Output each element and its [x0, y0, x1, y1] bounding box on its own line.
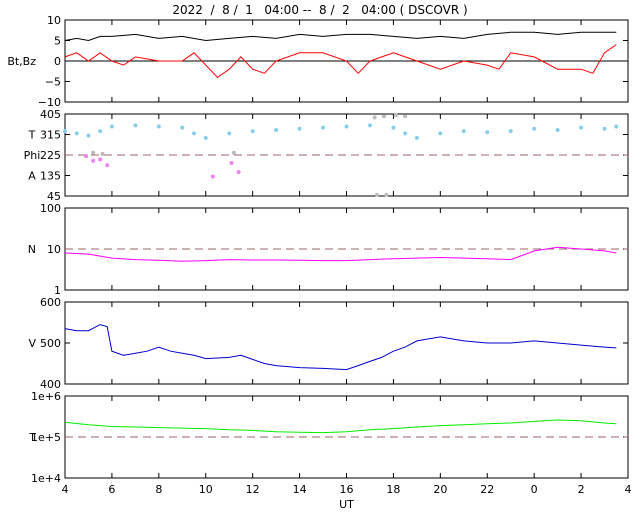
x-tick-label: 10 [199, 483, 213, 496]
y-axis-label: A [28, 170, 36, 183]
x-tick-label: 2 [578, 483, 585, 496]
y-tick-label: 400 [40, 378, 61, 391]
data-point [74, 131, 79, 136]
series-line-0 [64, 419, 617, 434]
x-tick-label: 4 [62, 483, 69, 496]
data-point [403, 114, 408, 119]
y-axis-label: T [28, 431, 36, 444]
x-tick-label: 16 [340, 483, 354, 496]
panel-density: 100 10 1 N [28, 202, 629, 297]
x-tick-label: 4 [625, 483, 632, 496]
y-tick-label: 1e+5 [31, 431, 61, 444]
data-point [109, 124, 114, 129]
y-tick-label: 100 [40, 202, 61, 215]
data-point [210, 174, 215, 179]
x-tick-label: 20 [433, 483, 447, 496]
data-point [485, 130, 490, 135]
y-axis-label: Bt,Bz [7, 55, 36, 68]
x-tick-label: 0 [531, 483, 538, 496]
data-point [374, 192, 379, 197]
data-point [532, 126, 537, 131]
y-axis-label: V [28, 337, 36, 350]
y-tick-label: 5 [54, 35, 61, 48]
panel-bt-bz: 10 5 0 −5 −10 Bt,Bz [7, 14, 629, 109]
y-tick-label: 1e+4 [31, 472, 61, 485]
data-point [98, 129, 103, 134]
data-point [414, 135, 419, 140]
y-axis-label: Phi [24, 149, 41, 162]
y-tick-label: −5 [45, 76, 61, 89]
y-tick-label: −10 [38, 96, 61, 109]
y-tick-label: 135 [40, 170, 61, 183]
data-point [156, 124, 161, 129]
data-point [250, 129, 255, 134]
panel-frame [64, 301, 629, 385]
data-point [579, 125, 584, 130]
series-line-0 [64, 246, 617, 262]
data-point [384, 192, 389, 197]
series-line-1 [64, 44, 617, 79]
x-tick-label: 12 [246, 483, 260, 496]
y-tick-label: 225 [40, 149, 61, 162]
panel-phi: 405 315 225 135 45 T Phi A [24, 108, 629, 203]
panel-velocity: 600 500 400 V [28, 296, 629, 391]
data-point [602, 126, 607, 131]
data-point [91, 158, 96, 163]
data-point [461, 129, 466, 134]
data-point [105, 163, 110, 168]
data-point [192, 131, 197, 136]
data-point [614, 124, 619, 129]
y-tick-label: 315 [40, 129, 61, 142]
data-point [203, 135, 208, 140]
panel-temperature: 1e+6 1e+5 1e+4 T [28, 390, 629, 485]
y-axis-label: T [28, 129, 36, 142]
data-point [297, 126, 302, 131]
x-tick-label: 18 [386, 483, 400, 496]
data-point [508, 129, 513, 134]
data-point [391, 125, 396, 130]
data-point [438, 131, 443, 136]
x-axis-label: UT [339, 498, 354, 511]
series-line-0 [64, 31, 617, 42]
data-point [63, 129, 67, 134]
series-line-0 [64, 324, 617, 371]
y-tick-label: 600 [40, 296, 61, 309]
x-tick-label: 8 [155, 483, 162, 496]
data-point [133, 123, 138, 128]
data-point [382, 114, 387, 119]
y-axis-label: N [28, 243, 36, 256]
data-point [274, 127, 279, 132]
data-point [98, 157, 103, 162]
data-point [555, 127, 560, 132]
data-point [91, 150, 96, 155]
y-tick-label: 10 [47, 14, 61, 27]
x-tick-label: 22 [480, 483, 494, 496]
data-point [321, 125, 326, 130]
y-tick-label: 10 [47, 243, 61, 256]
y-tick-label: 1 [54, 284, 61, 297]
y-tick-label: 45 [47, 190, 61, 203]
x-tick-label: 14 [293, 483, 307, 496]
data-point [227, 131, 232, 136]
x-tick-label: 6 [108, 483, 115, 496]
data-point [367, 123, 372, 128]
data-point [393, 113, 398, 118]
data-point [84, 154, 89, 159]
y-tick-label: 0 [54, 55, 61, 68]
y-tick-label: 500 [40, 337, 61, 350]
data-point [180, 125, 185, 130]
y-tick-label: 405 [40, 108, 61, 121]
data-point [344, 124, 349, 129]
data-point [100, 151, 105, 156]
chart-title: 2022 / 8 / 1 04:00 -- 8 / 2 04:00 ( DSCO… [172, 3, 468, 17]
data-point [229, 160, 234, 165]
data-point [231, 150, 236, 155]
data-point [236, 170, 241, 175]
data-point [403, 131, 408, 136]
data-point [372, 115, 377, 120]
y-tick-label: 1e+6 [31, 390, 61, 403]
data-point [86, 133, 91, 138]
